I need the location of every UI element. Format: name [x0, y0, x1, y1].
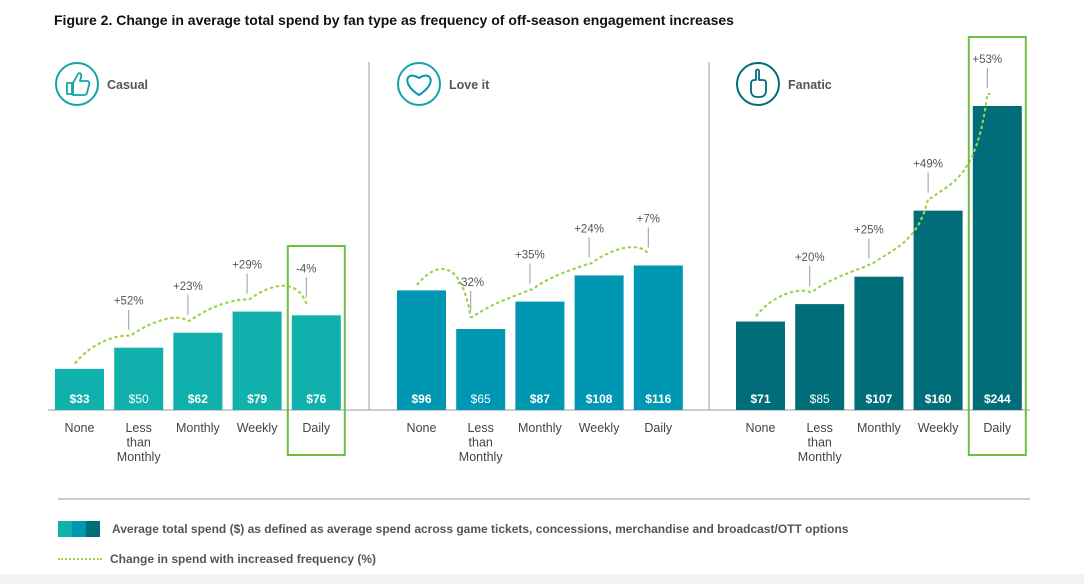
change-label: +49%: [913, 159, 943, 171]
bar-value-label: $33: [69, 392, 89, 406]
highlight-box: [967, 36, 1027, 456]
bar-value-label: $85: [810, 392, 830, 406]
change-label: -4%: [296, 263, 316, 275]
bar-value-label: $160: [925, 392, 952, 406]
change-label: +7%: [637, 213, 660, 225]
x-tick-label: Monthly: [798, 450, 843, 464]
bar-value-label: $108: [586, 392, 613, 406]
change-label: +25%: [854, 225, 884, 237]
x-tick-label: than: [469, 436, 493, 450]
x-tick-label: Less: [125, 421, 151, 435]
x-tick-label: None: [65, 421, 95, 435]
bar: [397, 290, 446, 410]
legend-bar-swatch: [58, 521, 100, 537]
bar-value-label: $76: [306, 392, 326, 406]
bar: [913, 210, 963, 410]
bar: [173, 332, 223, 410]
legend-bars: Average total spend ($) as defined as av…: [58, 521, 848, 537]
bottom-band: [0, 574, 1084, 584]
x-tick-label: Daily: [644, 421, 673, 435]
bar: [55, 368, 104, 410]
bar: [291, 315, 341, 410]
legend-dotted-line-swatch: [58, 558, 102, 560]
x-tick-label: than: [127, 436, 151, 450]
change-label: +53%: [972, 54, 1002, 66]
thumbs-up-icon-ring: [55, 62, 99, 106]
bar: [972, 106, 1022, 410]
group-name-1: Love it: [449, 78, 490, 92]
legend-line-label: Change in spend with increased frequency…: [110, 552, 377, 566]
group-name-0: Casual: [107, 78, 148, 92]
x-tick-label: Weekly: [237, 421, 279, 435]
change-label: +35%: [515, 250, 545, 262]
x-tick-label: Daily: [302, 421, 331, 435]
thumbs-up-icon: [66, 72, 91, 96]
bar: [736, 321, 785, 410]
legend-line: Change in spend with increased frequency…: [58, 552, 376, 566]
x-tick-label: Monthly: [857, 421, 902, 435]
x-tick-label: Daily: [983, 421, 1012, 435]
change-label: +24%: [574, 223, 604, 235]
bar: [854, 276, 904, 410]
x-tick-label: Weekly: [579, 421, 621, 435]
bar: [795, 304, 845, 410]
bar-value-label: $50: [129, 392, 149, 406]
change-label: +52%: [114, 296, 144, 308]
heart-icon: [406, 74, 432, 96]
bar-value-label: $244: [984, 392, 1011, 406]
change-trend-line: [755, 92, 991, 317]
bar: [574, 275, 624, 410]
highlight-box: [286, 245, 346, 456]
change-label: +29%: [232, 260, 262, 272]
x-tick-label: Monthly: [459, 450, 504, 464]
x-tick-label: than: [808, 436, 832, 450]
x-tick-label: None: [746, 421, 776, 435]
bar-value-label: $71: [750, 392, 770, 406]
bar: [456, 329, 506, 410]
change-label: +23%: [173, 281, 203, 293]
change-trend-line: [416, 246, 652, 319]
bar-value-label: $96: [411, 392, 431, 406]
bar: [515, 301, 565, 410]
foam-finger-icon: [750, 68, 767, 98]
x-tick-label: Monthly: [518, 421, 563, 435]
x-tick-label: Less: [806, 421, 832, 435]
legend-swatch-casual: [58, 521, 72, 537]
bar: [633, 265, 683, 410]
legend-bars-label: Average total spend ($) as defined as av…: [112, 522, 849, 536]
x-tick-label: Monthly: [176, 421, 221, 435]
legend-swatch-loveit: [72, 521, 86, 537]
bar-value-label: $116: [645, 392, 671, 406]
bar-value-label: $65: [471, 392, 491, 406]
bar: [114, 347, 164, 410]
bar-value-label: $79: [247, 392, 267, 406]
change-label: -32%: [457, 277, 484, 289]
x-tick-label: Monthly: [117, 450, 162, 464]
group-name-2: Fanatic: [788, 78, 832, 92]
figure-title: Figure 2. Change in average total spend …: [54, 12, 734, 28]
change-trend-line: [74, 284, 310, 364]
legend-swatch-fanatic: [86, 521, 100, 537]
bar: [232, 311, 282, 410]
x-tick-label: Weekly: [918, 421, 960, 435]
x-tick-label: None: [407, 421, 437, 435]
foam-finger-icon-ring: [736, 62, 780, 106]
change-label: +20%: [795, 252, 825, 264]
x-tick-label: Less: [467, 421, 493, 435]
bar-value-label: $62: [188, 392, 208, 406]
heart-icon-ring: [397, 62, 441, 106]
bar-value-label: $87: [530, 392, 550, 406]
bar-value-label: $107: [866, 392, 893, 406]
